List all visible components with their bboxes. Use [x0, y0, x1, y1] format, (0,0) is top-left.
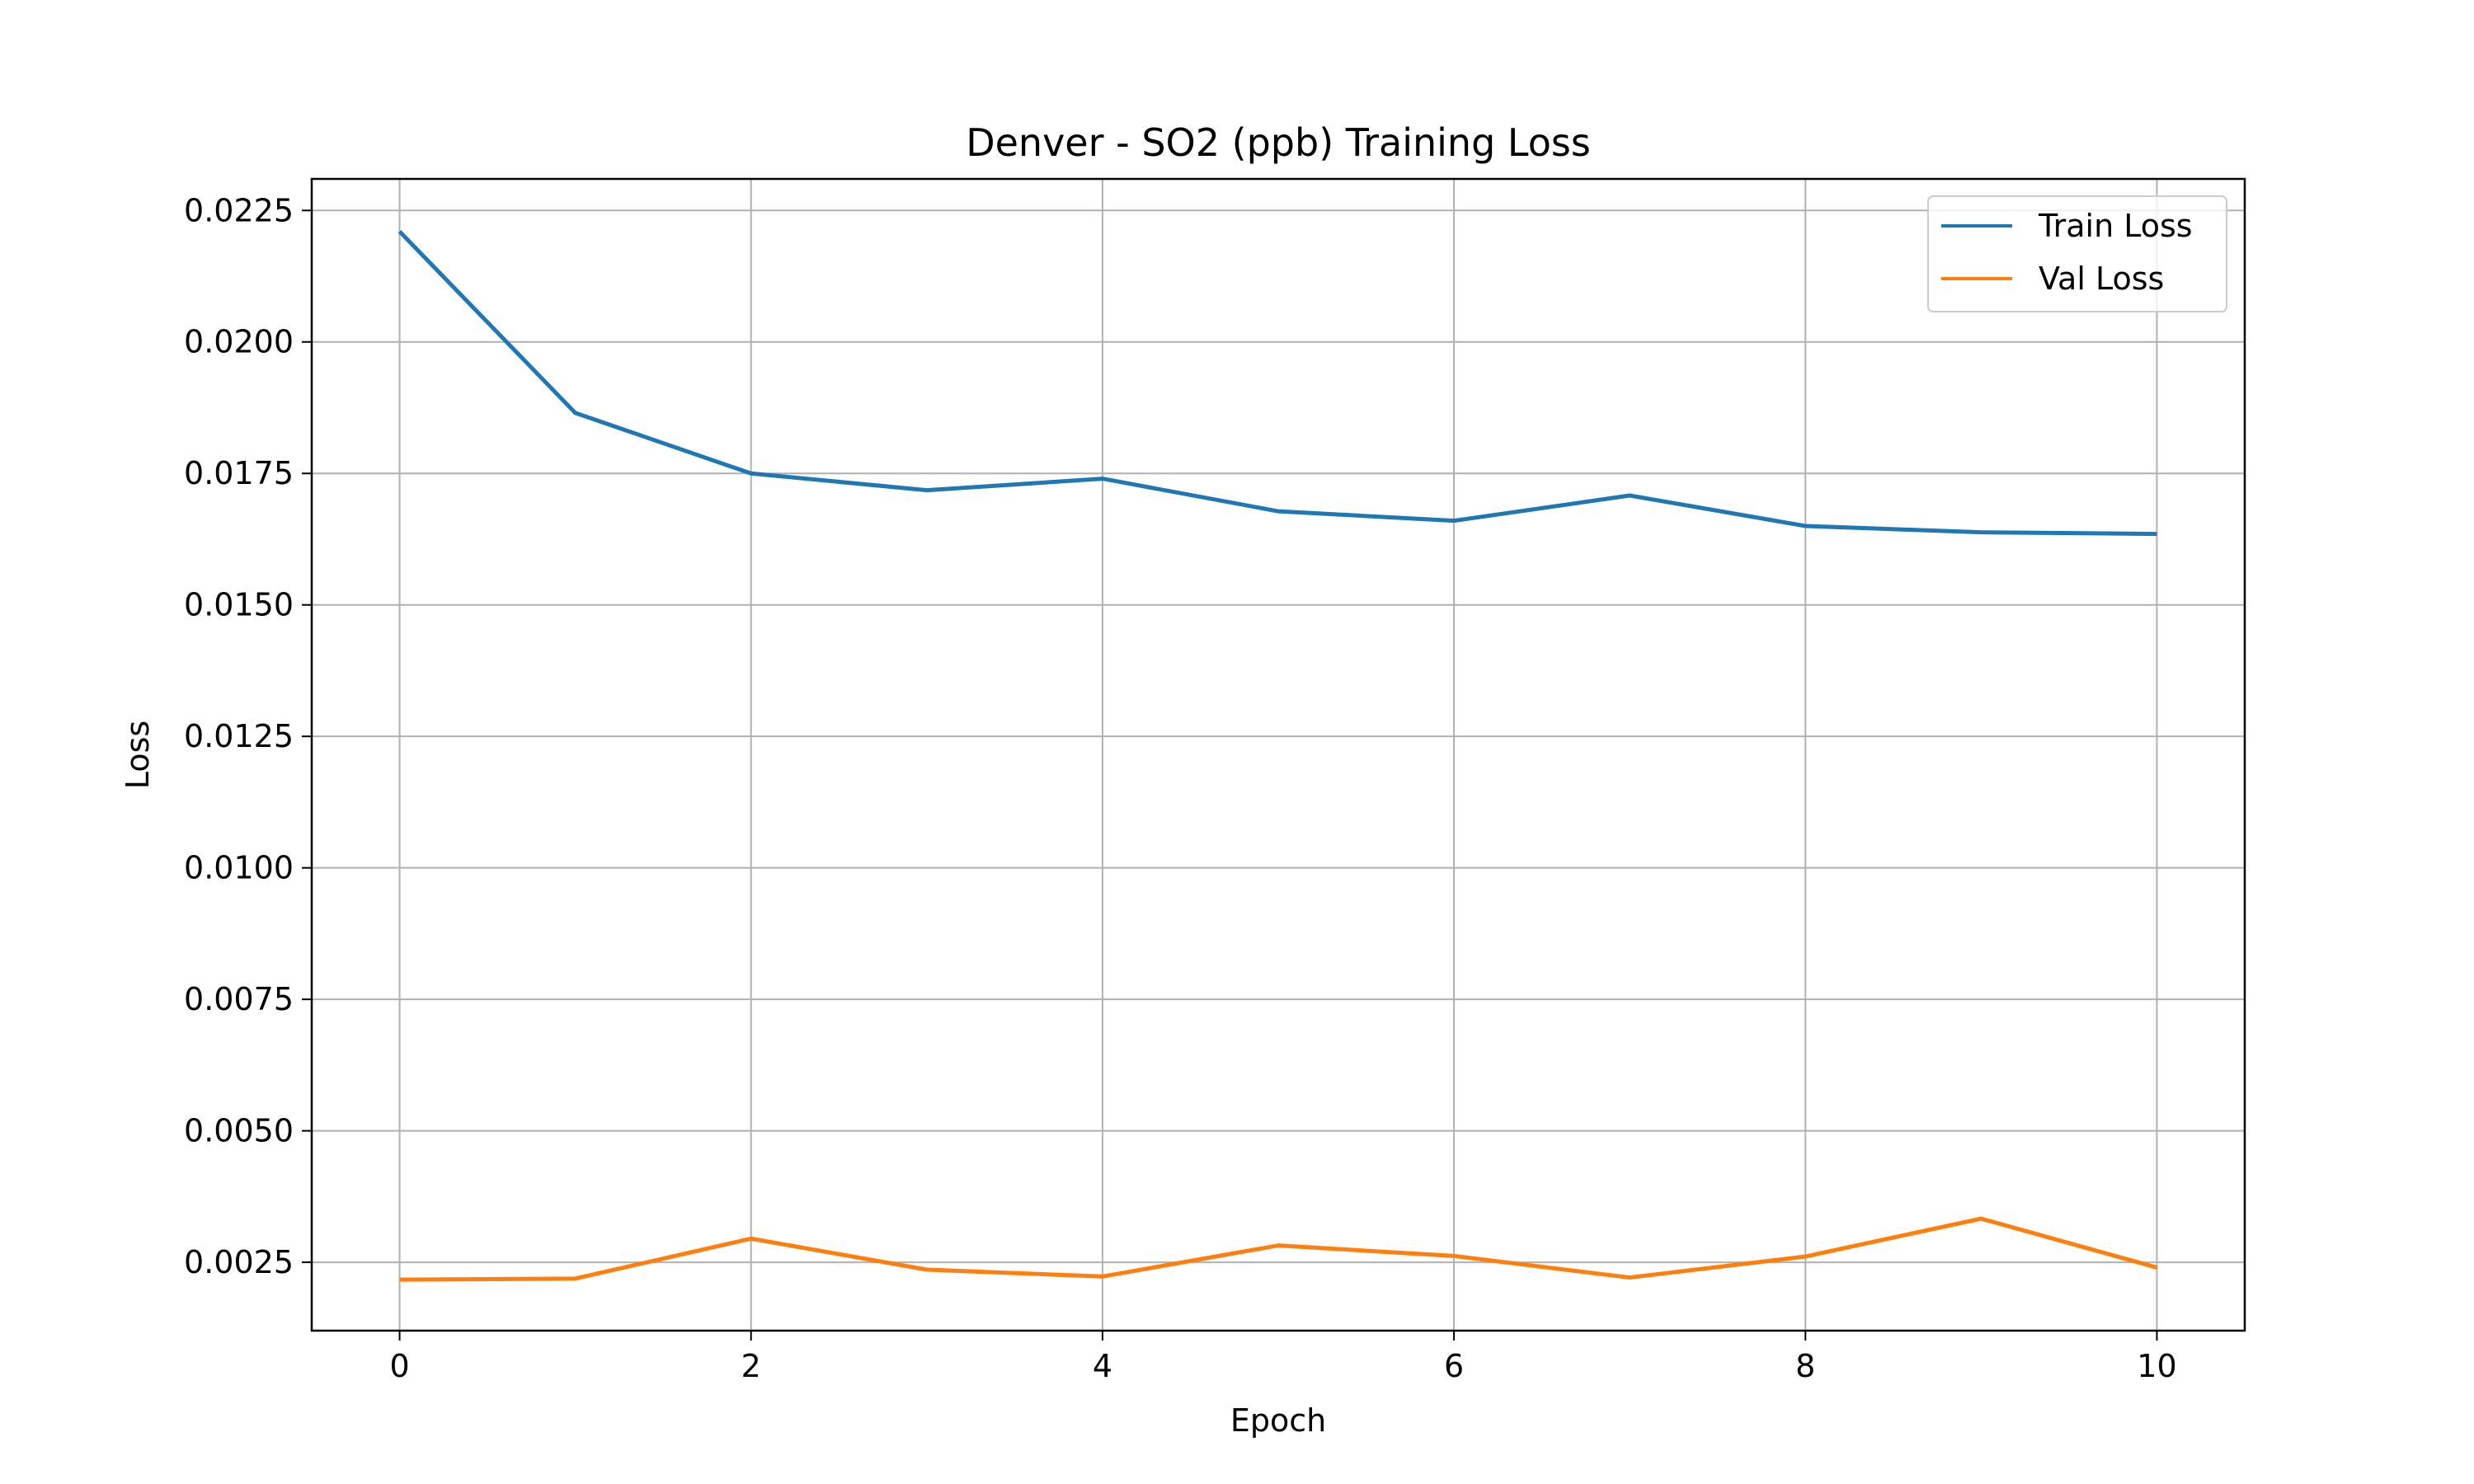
y-tick-label: 0.0125: [184, 718, 294, 754]
plot-frame: [310, 177, 2246, 1332]
y-axis-label: Loss: [120, 721, 156, 789]
y-axis: 0.0025 0.0050 0.0075 0.0100 0.0125 0.0150 0.01…: [184, 192, 312, 1280]
y-tick-label: 0.0200: [184, 324, 294, 360]
y-tick-label: 0.0025: [184, 1244, 294, 1280]
legend-label-val-loss: Val Loss: [2039, 261, 2164, 297]
series-line-train-loss: [397, 230, 2157, 537]
x-axis-label: Epoch: [1230, 1402, 1326, 1439]
x-tick-label: 10: [2137, 1348, 2176, 1384]
y-tick-label: 0.0175: [184, 455, 294, 491]
legend-label-train-loss: Train Loss: [2038, 208, 2193, 244]
grid-lines: [312, 179, 2245, 1331]
y-tick-label: 0.0050: [184, 1113, 294, 1149]
legend: Train Loss Val Loss: [1927, 195, 2227, 312]
y-tick-label: 0.0100: [184, 850, 294, 886]
series-layer: [397, 230, 2158, 1282]
x-tick-label: 2: [741, 1348, 761, 1384]
chart-title: Denver - SO2 (ppb) Training Loss: [966, 120, 1591, 165]
y-tick-label: 0.0150: [184, 587, 294, 623]
x-axis: 0 2 4 6 8 10: [389, 1331, 2177, 1384]
x-tick-label: 0: [389, 1348, 409, 1384]
y-tick-label: 0.0225: [184, 192, 294, 228]
x-tick-label: 8: [1795, 1348, 1815, 1384]
series-line-val-loss: [399, 1216, 2158, 1282]
y-tick-label: 0.0075: [184, 981, 294, 1017]
x-tick-label: 6: [1444, 1348, 1464, 1384]
x-tick-label: 4: [1093, 1348, 1112, 1384]
